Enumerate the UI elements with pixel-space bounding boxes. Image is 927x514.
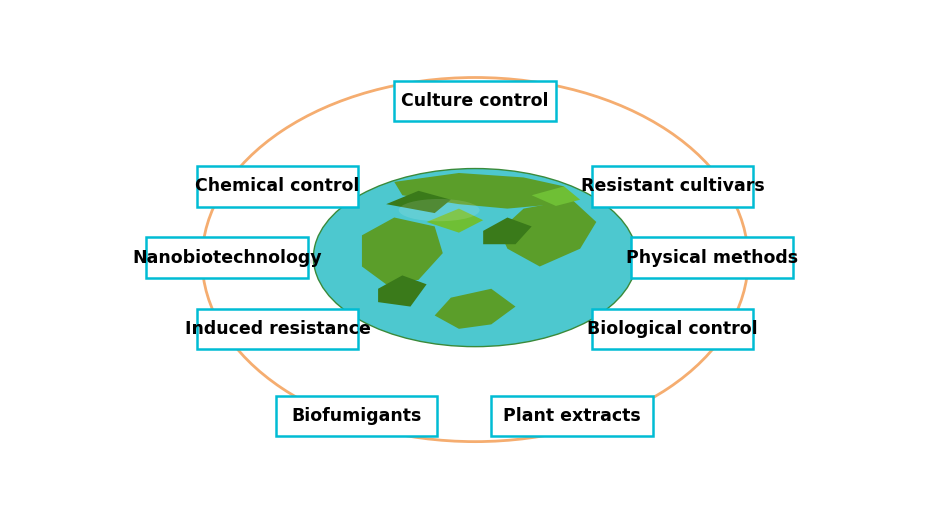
PathPatch shape <box>378 276 426 306</box>
FancyBboxPatch shape <box>591 166 754 207</box>
Text: Biofumigants: Biofumigants <box>291 407 422 425</box>
PathPatch shape <box>387 191 451 213</box>
Text: Culture control: Culture control <box>401 92 549 111</box>
Text: Induced resistance: Induced resistance <box>184 320 371 338</box>
FancyBboxPatch shape <box>197 308 359 349</box>
FancyBboxPatch shape <box>491 396 653 436</box>
Ellipse shape <box>309 248 648 275</box>
PathPatch shape <box>500 200 596 266</box>
Text: Biological control: Biological control <box>588 320 758 338</box>
PathPatch shape <box>532 187 580 206</box>
Ellipse shape <box>399 199 479 221</box>
PathPatch shape <box>426 209 483 233</box>
Text: Resistant cultivars: Resistant cultivars <box>581 177 765 195</box>
Text: Nanobiotechnology: Nanobiotechnology <box>133 249 322 267</box>
PathPatch shape <box>483 217 532 244</box>
Text: Physical methods: Physical methods <box>626 249 798 267</box>
Circle shape <box>313 169 637 346</box>
PathPatch shape <box>394 173 564 209</box>
FancyBboxPatch shape <box>394 81 556 121</box>
Text: Plant extracts: Plant extracts <box>503 407 641 425</box>
PathPatch shape <box>435 289 515 329</box>
PathPatch shape <box>362 217 443 284</box>
FancyBboxPatch shape <box>591 308 754 349</box>
Text: Chemical control: Chemical control <box>196 177 360 195</box>
FancyBboxPatch shape <box>197 166 359 207</box>
FancyBboxPatch shape <box>146 237 308 278</box>
FancyBboxPatch shape <box>631 237 793 278</box>
FancyBboxPatch shape <box>275 396 438 436</box>
